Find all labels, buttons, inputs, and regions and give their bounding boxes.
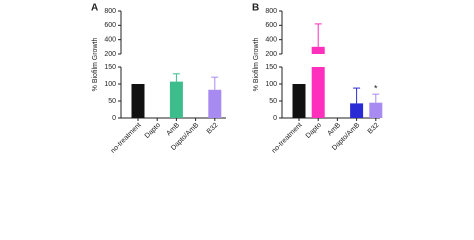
bar [292, 84, 306, 118]
y-tick-label: 800 [265, 8, 277, 15]
y-tick-label: 100 [104, 81, 116, 88]
bar [208, 89, 222, 118]
y-tick-label: 200 [104, 51, 116, 58]
y-tick-label: 600 [104, 22, 116, 29]
y-tick-label: 150 [265, 64, 277, 71]
figure: A % Biofilm Growth 0 50 100 150 200 400 600 800 no… [91, 3, 383, 155]
y-tick-label: 400 [104, 37, 116, 44]
x-tick-label: Dapto [305, 122, 323, 140]
y-tick-label: 600 [265, 22, 277, 29]
x-tick-label: AmB [165, 122, 181, 138]
y-tick-label: 150 [104, 64, 116, 71]
bar [169, 81, 183, 118]
x-tick-label: AmB [326, 122, 342, 138]
bar [350, 103, 364, 118]
y-tick-label: 800 [104, 8, 116, 15]
bar [311, 67, 325, 118]
bar-upper [311, 46, 325, 54]
x-tick-label: no-treatment [271, 122, 304, 155]
annotation: * [374, 84, 378, 94]
y-tick-label: 100 [265, 81, 277, 88]
y-tick-label: 50 [108, 98, 116, 105]
x-tick-label: no-treatment [110, 122, 143, 155]
y-tick-label: 200 [265, 51, 277, 58]
bar [369, 102, 383, 118]
y-tick-label: 0 [273, 115, 277, 122]
y-axis-label: % Biofilm Growth [92, 38, 99, 92]
y-tick-label: 50 [269, 98, 277, 105]
y-tick-label: 0 [112, 115, 116, 122]
y-tick-label: 400 [265, 37, 277, 44]
bar [131, 84, 145, 118]
panel-letter: B [252, 3, 259, 14]
x-tick-label: B32 [367, 122, 381, 136]
panel-letter: A [91, 3, 98, 14]
x-tick-label: Dapto [144, 122, 162, 140]
x-tick-label: B32 [206, 122, 220, 136]
y-axis-label: % Biofilm Growth [253, 38, 260, 92]
